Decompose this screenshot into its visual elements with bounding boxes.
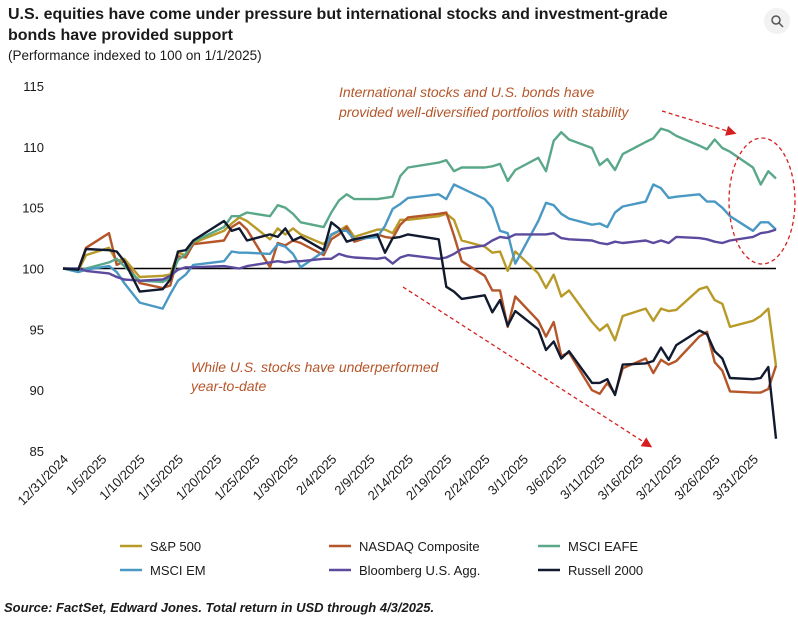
annotation-us-stocks: year-to-date [190,378,266,394]
annotation-international: International stocks and U.S. bonds have [339,84,594,100]
x-axis: 12/31/20241/5/20251/10/20251/15/20251/20… [14,452,761,509]
y-tick-label: 100 [22,262,44,277]
series-line-msci-em [62,183,777,310]
chart-subtitle: (Performance indexed to 100 on 1/1/2025) [8,48,262,63]
legend-item: NASDAQ Composite [329,539,480,554]
annotation-us-stocks: While U.S. stocks have underperformed [191,359,440,375]
series-line-nasdaq-composite [62,211,778,395]
y-tick-label: 105 [22,201,44,216]
y-tick-label: 95 [30,322,44,337]
legend: S&P 500 NASDAQ Composite MSCI EAFE MSCI EM B… [120,539,643,578]
legend-label: Bloomberg U.S. Agg. [359,563,480,578]
legend-label: NASDAQ Composite [359,539,480,554]
y-axis: 85 90 95 100 105 110 115 [22,79,44,459]
y-tick-label: 115 [23,79,44,94]
y-tick-label: 110 [23,140,44,155]
legend-label: Russell 2000 [568,563,643,578]
expand-button[interactable] [764,8,790,34]
legend-item: Russell 2000 [538,563,643,578]
chart-title: U.S. equities have come under pressure b… [8,6,668,44]
y-tick-label: 90 [30,383,44,398]
expand-icon [771,15,784,28]
annotation-international: provided well-diversified portfolios wit… [338,104,629,120]
legend-label: S&P 500 [150,539,201,554]
legend-item: S&P 500 [120,539,201,554]
arrow-up-right [661,110,737,136]
legend-label: MSCI EAFE [568,539,638,554]
highlight-ellipse [728,137,796,265]
y-tick-label: 85 [30,444,44,459]
arrow-down-right [402,286,653,448]
legend-item: Bloomberg U.S. Agg. [329,563,480,578]
x-tick-label: 3/1/2025 [485,452,531,498]
legend-item: MSCI EAFE [538,539,638,554]
source-note: Source: FactSet, Edward Jones. Total ret… [4,600,435,615]
x-tick-label: 12/31/2024 [14,452,71,509]
series-line-msci-eafe [62,127,777,284]
legend-item: MSCI EM [120,563,206,578]
legend-label: MSCI EM [150,563,206,578]
annotations: International stocks and U.S. bonds have… [190,84,796,448]
x-tick-label: 2/4/2025 [293,452,339,498]
plot-area [62,127,778,439]
series-line-russell-2000 [62,219,778,439]
